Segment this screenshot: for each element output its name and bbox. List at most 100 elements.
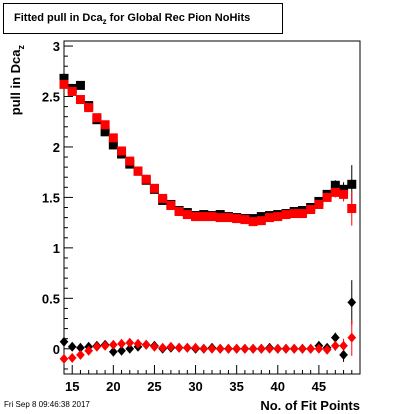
square-marker — [141, 174, 151, 184]
square-marker — [100, 127, 110, 137]
square-marker — [108, 140, 118, 150]
y-axis-label: pull in Dcaz — [8, 45, 26, 116]
title-subscript: z — [102, 17, 107, 26]
diamond-marker — [133, 338, 143, 349]
diamond-marker — [306, 343, 315, 354]
diamond-marker — [67, 341, 77, 352]
diamond-marker — [298, 343, 307, 354]
diamond-marker — [67, 352, 77, 363]
square-marker — [248, 217, 258, 227]
diamond-marker — [314, 343, 324, 354]
square-marker — [297, 209, 307, 219]
square-marker — [265, 213, 275, 223]
diamond-marker — [248, 343, 258, 354]
square-marker — [92, 113, 102, 123]
y-tick-label: 2.5 — [42, 90, 60, 105]
y-tick-label: 1.5 — [42, 190, 60, 205]
x-tick-label: 20 — [106, 379, 120, 394]
square-marker — [273, 212, 283, 222]
diamond-marker — [191, 342, 200, 353]
diamond-marker — [174, 342, 184, 353]
square-marker — [133, 166, 143, 176]
diamond-marker — [289, 343, 299, 354]
diamond-marker — [339, 340, 348, 351]
diamond-marker — [347, 297, 357, 308]
title-main: Fitted pull in Dca — [14, 12, 103, 24]
x-tick-label: 15 — [65, 379, 79, 394]
square-marker — [207, 212, 217, 222]
square-marker — [339, 189, 349, 199]
square-marker — [339, 184, 349, 194]
diamond-marker — [166, 341, 176, 352]
date-stamp: Fri Sep 8 09:46:38 2017 — [4, 400, 90, 409]
y-axis-label-main: pull in Dca — [8, 49, 23, 116]
diamond-marker — [141, 339, 151, 350]
diamond-marker — [76, 349, 85, 360]
square-marker — [100, 120, 110, 130]
square-marker — [174, 207, 184, 217]
square-marker — [330, 180, 340, 190]
x-tick-label: 25 — [147, 379, 161, 394]
square-marker — [67, 86, 77, 96]
diamond-marker — [158, 342, 167, 353]
square-marker — [166, 200, 176, 210]
diamond-marker — [125, 343, 135, 354]
square-marker — [75, 80, 85, 90]
square-marker — [281, 210, 291, 220]
diamond-marker — [84, 345, 93, 356]
square-marker — [108, 133, 118, 143]
square-marker — [59, 79, 69, 89]
diamond-marker — [117, 338, 126, 349]
square-marker — [322, 192, 332, 202]
square-marker — [199, 212, 209, 222]
diamond-marker — [76, 342, 85, 353]
square-marker — [149, 183, 159, 193]
diamond-marker — [273, 343, 283, 354]
x-axis-label: No. of Fit Points — [260, 398, 360, 413]
diamond-marker — [199, 343, 209, 354]
diamond-marker — [109, 346, 118, 357]
y-tick-label: 2 — [53, 140, 60, 155]
square-marker — [347, 204, 357, 214]
x-tick-label: 40 — [271, 379, 285, 394]
title-rest: for Global Rec Pion NoHits — [106, 12, 251, 24]
diamond-marker — [207, 343, 217, 354]
diamond-marker — [339, 349, 348, 360]
diamond-marker — [100, 340, 110, 351]
diamond-marker — [240, 343, 250, 354]
y-tick-label: 1 — [53, 241, 60, 256]
diamond-marker — [109, 339, 118, 350]
diamond-marker — [281, 343, 291, 354]
square-marker — [347, 179, 357, 189]
square-marker — [232, 214, 242, 224]
diamond-marker — [59, 353, 69, 364]
square-marker — [59, 73, 69, 83]
diamond-marker — [92, 341, 102, 352]
square-marker — [240, 215, 250, 225]
square-marker — [75, 95, 85, 105]
diamond-marker — [215, 343, 225, 354]
diamond-marker — [331, 332, 340, 343]
square-marker — [306, 205, 316, 215]
square-marker — [215, 213, 225, 223]
square-marker — [125, 156, 135, 166]
diamond-marker — [257, 343, 266, 354]
x-tick-label: 30 — [188, 379, 202, 394]
square-marker — [223, 213, 233, 223]
square-marker — [330, 187, 340, 197]
square-marker — [191, 212, 201, 222]
x-tick-label: 45 — [312, 379, 326, 394]
diamond-marker — [183, 342, 192, 353]
diamond-marker — [232, 343, 241, 354]
diamond-marker — [150, 341, 159, 352]
square-marker — [256, 216, 266, 226]
y-tick-label: 0 — [53, 342, 60, 357]
diamond-marker — [322, 344, 332, 355]
y-tick-label: 3 — [53, 39, 60, 54]
x-tick-label: 35 — [229, 379, 243, 394]
diamond-marker — [265, 343, 274, 354]
square-marker — [84, 103, 94, 113]
diamond-marker — [331, 340, 340, 351]
diamond-marker — [347, 332, 357, 343]
